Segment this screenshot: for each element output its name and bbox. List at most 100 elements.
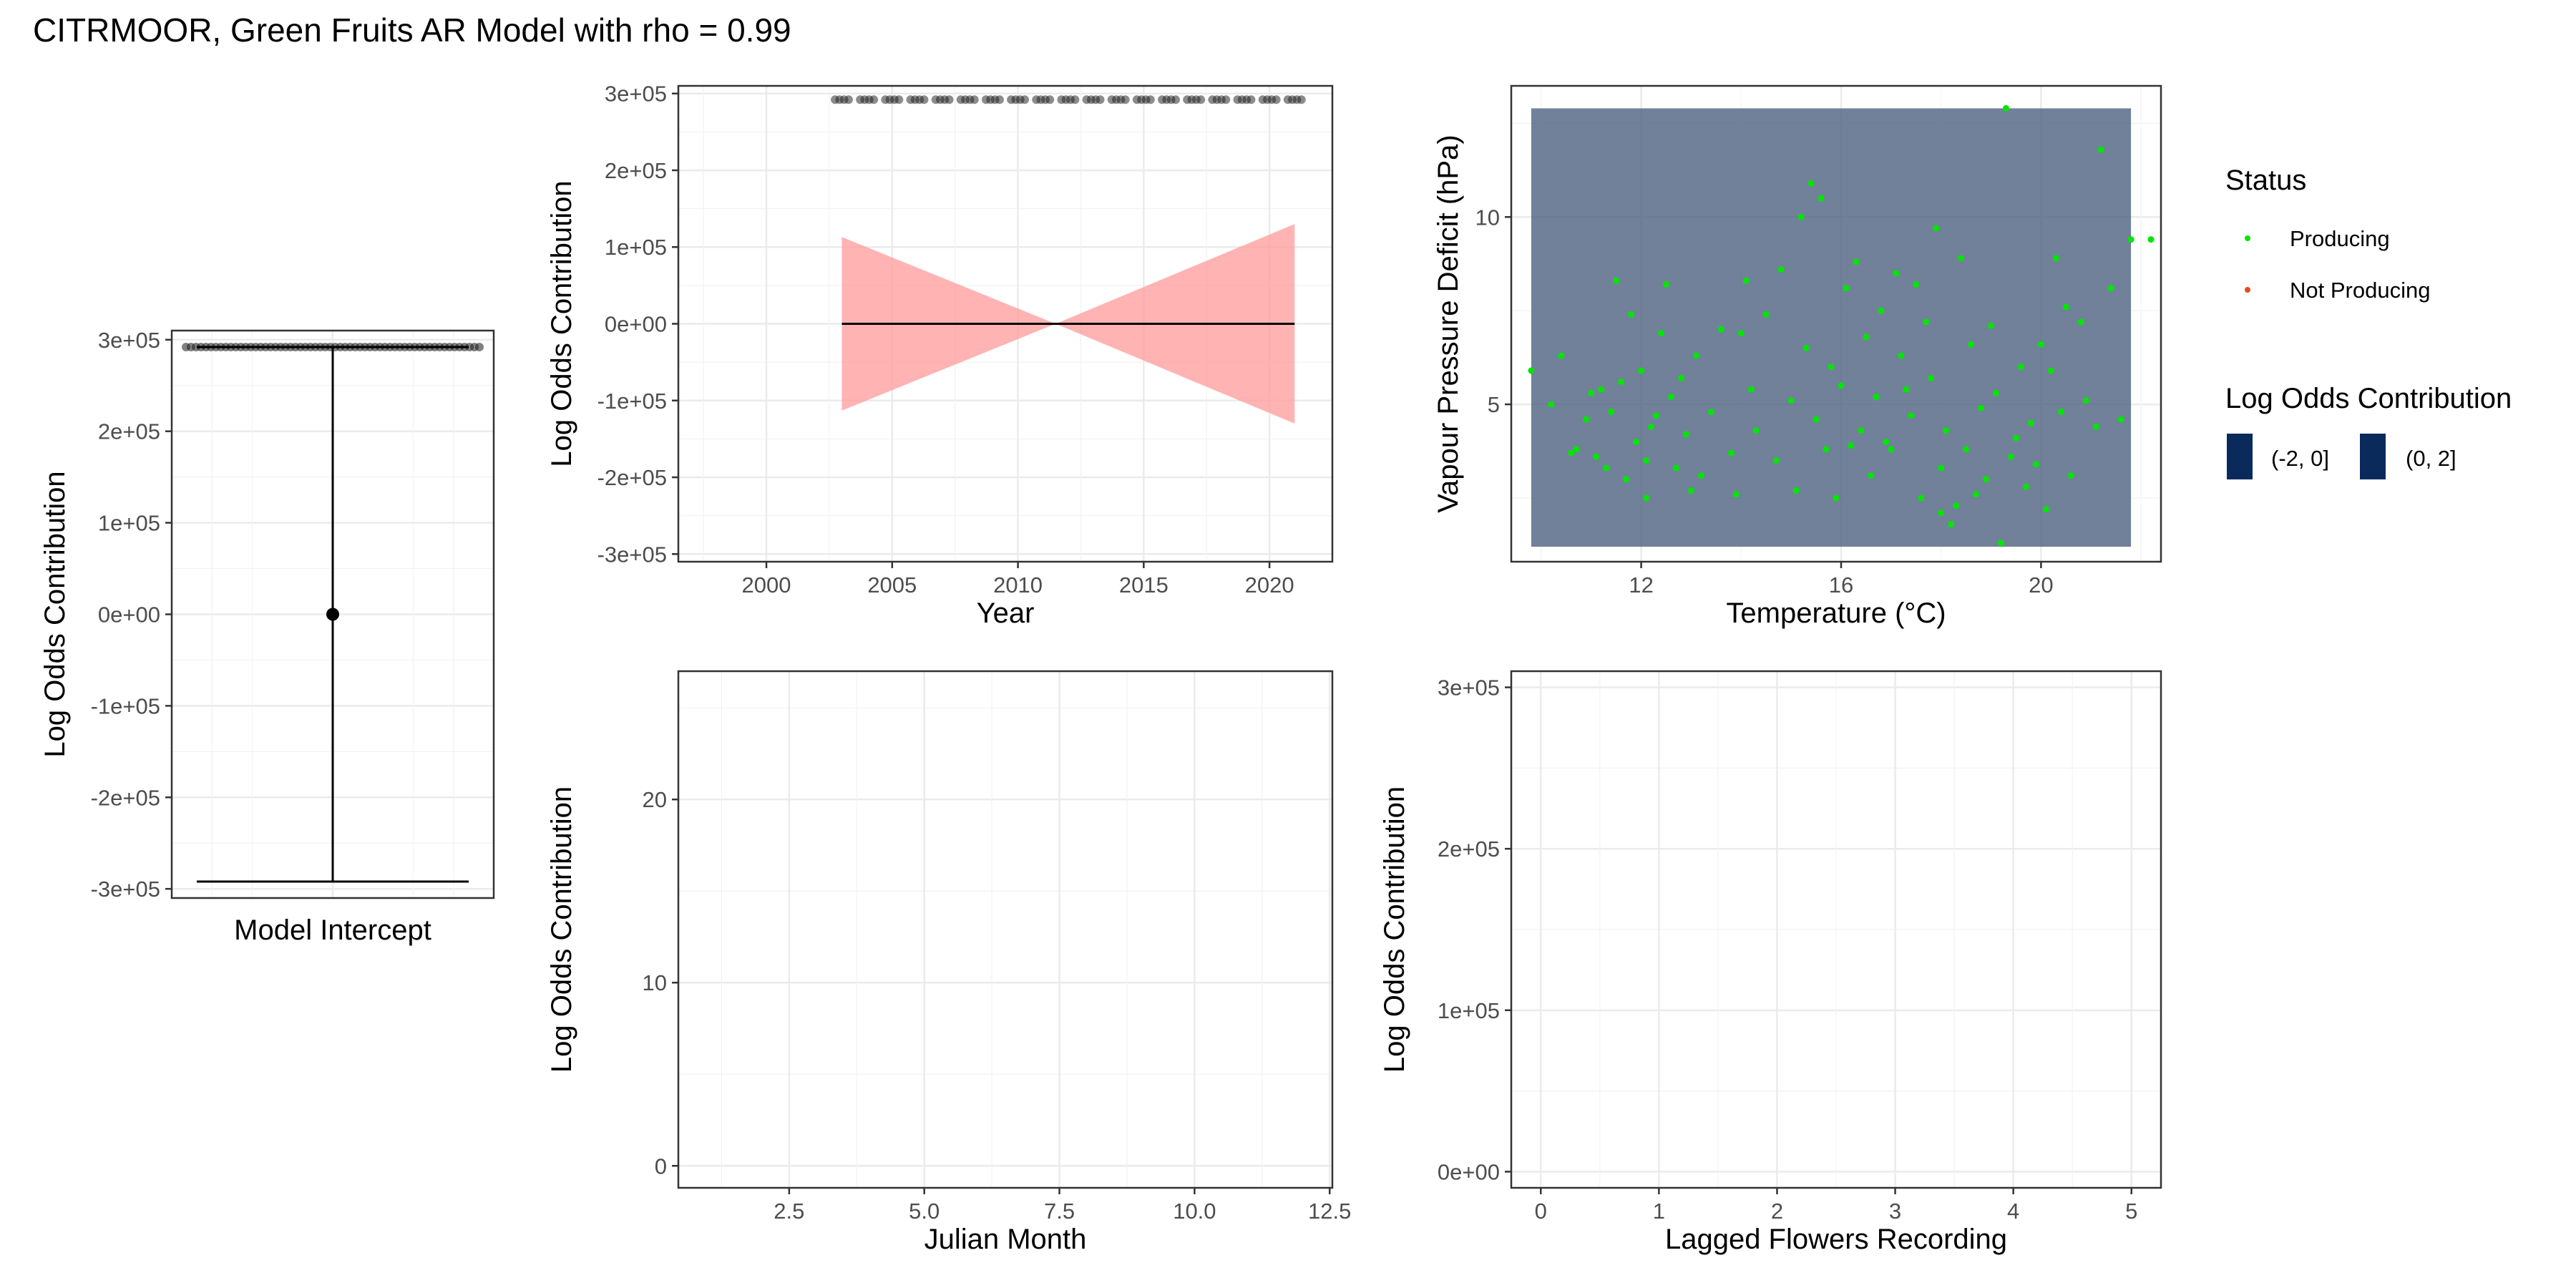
y-axis-label: Log Odds Contribution: [546, 180, 577, 467]
producing-point: [1752, 427, 1760, 434]
x-tick-label: 16: [1829, 572, 1853, 597]
legend-contribution-title: Log Odds Contribution: [2225, 383, 2512, 414]
producing-point: [1668, 394, 1675, 401]
producing-point: [1943, 427, 1950, 434]
producing-point: [1558, 352, 1565, 359]
rug-point: [1196, 95, 1206, 104]
producing-point: [2082, 397, 2089, 404]
producing-point: [1938, 509, 1945, 517]
producing-point: [2002, 104, 2009, 112]
rug-point: [945, 95, 954, 104]
producing-point: [1573, 446, 1580, 453]
producing-point: [2117, 416, 2124, 423]
producing-point: [1958, 255, 1965, 262]
producing-point: [1603, 464, 1610, 472]
y-tick-label: -2e+05: [91, 785, 160, 810]
y-tick-label: 0e+00: [605, 312, 667, 337]
producing-point: [1813, 416, 1820, 423]
y-tick-label: 2e+05: [1438, 836, 1500, 862]
y-tick-label: 0: [655, 1153, 667, 1179]
producing-point: [1993, 389, 2000, 396]
producing-point: [1658, 330, 1665, 337]
rug-point: [475, 343, 484, 352]
producing-point: [1908, 412, 1915, 419]
producing-point: [1697, 472, 1704, 479]
rug-point: [1146, 95, 1155, 104]
rug-point: [1070, 95, 1080, 104]
rug-point: [1246, 95, 1256, 104]
producing-point: [1968, 341, 1975, 348]
producing-point: [1772, 457, 1780, 464]
producing-point: [1898, 352, 1905, 359]
y-tick-label: 3e+05: [1438, 675, 1500, 701]
producing-point: [2067, 472, 2074, 479]
producing-point: [2052, 255, 2059, 262]
y-tick-label: 20: [643, 787, 667, 812]
producing-point: [1858, 427, 1865, 434]
producing-point: [1823, 446, 1830, 453]
y-tick-label: 10: [1475, 205, 1500, 230]
producing-point: [1792, 487, 1800, 494]
producing-point: [1797, 213, 1805, 220]
rug-point: [1171, 95, 1180, 104]
producing-point: [1747, 386, 1755, 393]
y-tick-label: 3e+05: [605, 82, 667, 107]
x-tick-label: 2: [1771, 1199, 1783, 1224]
producing-point: [1692, 352, 1699, 359]
panel-background: [678, 671, 1332, 1188]
rug-point: [844, 95, 853, 104]
y-tick-label: -2e+05: [597, 465, 667, 490]
producing-point: [1873, 394, 1880, 401]
y-tick-label: 1e+05: [605, 235, 667, 260]
producing-point: [1843, 285, 1850, 292]
legend-producing-key: [2245, 235, 2250, 241]
producing-point: [1638, 367, 1645, 374]
producing-point: [1613, 277, 1620, 284]
x-tick-label: 3: [1889, 1199, 1901, 1224]
legend-not-producing-label: Not Producing: [2290, 278, 2430, 303]
figure-title: CITRMOOR, Green Fruits AR Model with rho…: [33, 11, 791, 49]
producing-point: [1777, 266, 1785, 273]
y-tick-label: 0e+00: [98, 602, 160, 628]
y-tick-label: -3e+05: [91, 877, 160, 902]
producing-point: [2022, 483, 2029, 490]
producing-point: [1732, 491, 1740, 498]
producing-point: [1938, 464, 1945, 472]
grid: [678, 671, 1332, 1188]
producing-point: [1878, 307, 1885, 314]
x-axis-label: Lagged Flowers Recording: [1665, 1224, 2007, 1255]
producing-point: [1593, 453, 1600, 460]
producing-point: [1953, 502, 1960, 509]
producing-point: [1727, 449, 1735, 457]
x-tick-label: 12: [1629, 572, 1653, 597]
y-tick-label: 0e+00: [1438, 1159, 1500, 1184]
producing-point: [1828, 364, 1835, 371]
producing-point: [1868, 472, 1875, 479]
panel-border: [1510, 670, 2162, 1189]
producing-point: [1948, 521, 1955, 528]
y-axis-label: Log Odds Contribution: [546, 786, 577, 1073]
producing-point: [1623, 476, 1630, 483]
rug-point: [1272, 95, 1281, 104]
y-tick-label: -1e+05: [91, 693, 160, 718]
rug-point: [1221, 95, 1231, 104]
x-tick-label: 2015: [1119, 572, 1169, 597]
producing-point: [2042, 506, 2049, 513]
producing-point: [1707, 409, 1714, 416]
producing-point: [2097, 146, 2104, 153]
producing-point: [2057, 409, 2064, 416]
y-tick-label: -1e+05: [597, 389, 667, 414]
panel-year: -3e+05 -2e+05 -1e+05 0e+00 1e+05 2e+05 3e+05 20…: [546, 82, 1334, 629]
producing-point: [1918, 494, 1925, 502]
x-axis-label: Temperature (°C): [1726, 597, 1946, 629]
producing-point: [1973, 491, 1980, 498]
producing-point: [1802, 345, 1810, 352]
y-tick-label: 1e+05: [1438, 998, 1500, 1023]
producing-point: [1628, 311, 1635, 318]
x-axis-label: Year: [977, 597, 1035, 629]
producing-point: [1737, 330, 1745, 337]
x-tick-label: 2010: [993, 572, 1043, 597]
y-axis-label: Log Odds Contribution: [1379, 786, 1410, 1073]
legend-neg-key: [2227, 434, 2253, 479]
producing-point: [2147, 236, 2155, 243]
